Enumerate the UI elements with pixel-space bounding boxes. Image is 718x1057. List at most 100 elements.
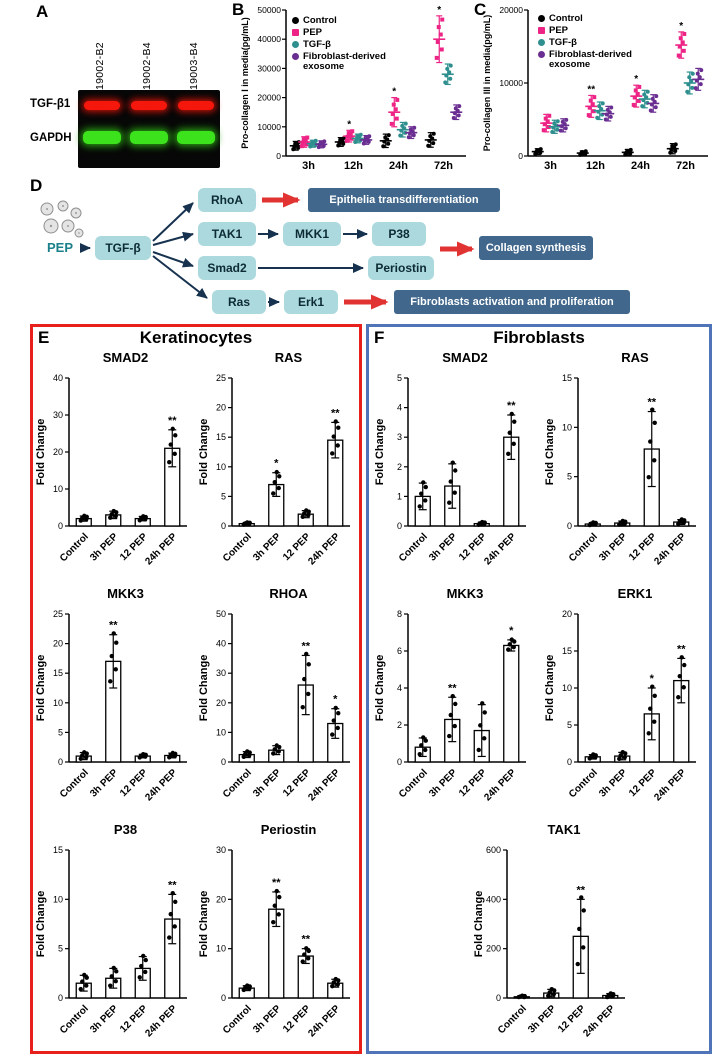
svg-text:24h PEP: 24h PEP xyxy=(143,767,179,803)
chart-row: MKK3 0 5 10 15 20 25 Fold Change Control ** 3h PE… xyxy=(33,586,359,821)
svg-text:Control: Control xyxy=(567,767,600,800)
panel-f-fibroblasts: F Fibroblasts SMAD2 0 1 2 3 4 5 Fold Change Con… xyxy=(366,324,712,1054)
svg-text:15: 15 xyxy=(562,646,572,656)
chart-title-smad2: SMAD2 xyxy=(442,350,488,365)
chart-fibroblasts-tak1: TAK1 0 200 400 600 Fold Change Control 3h PEP *… xyxy=(473,822,633,1057)
legend-item-pep: PEP xyxy=(538,25,658,36)
svg-text:**: ** xyxy=(677,643,686,655)
svg-text:5: 5 xyxy=(567,472,572,482)
svg-text:25: 25 xyxy=(52,609,62,619)
legend-item-exosome: Fibroblast-derived exosome xyxy=(538,49,658,70)
panel-d-pathway-diagram: D xyxy=(0,176,718,324)
svg-text:24h PEP: 24h PEP xyxy=(143,1003,179,1039)
svg-text:3h PEP: 3h PEP xyxy=(597,531,629,563)
svg-text:40: 40 xyxy=(52,373,62,383)
svg-text:12h: 12h xyxy=(586,160,605,172)
svg-text:20: 20 xyxy=(562,609,572,619)
svg-text:24h PEP: 24h PEP xyxy=(306,531,342,567)
node-tgf-beta: TGF-β xyxy=(95,236,151,260)
svg-text:**: ** xyxy=(301,640,310,652)
svg-text:24h PEP: 24h PEP xyxy=(652,767,688,803)
svg-text:*: * xyxy=(650,673,655,685)
svg-text:0: 0 xyxy=(57,993,62,1003)
svg-text:0: 0 xyxy=(397,521,402,531)
keratinocytes-title: Keratinocytes xyxy=(139,328,253,347)
chart-title-p38: P38 xyxy=(113,822,138,837)
svg-text:Control: Control xyxy=(397,531,430,564)
node-tak1: TAK1 xyxy=(198,222,256,246)
svg-text:*: * xyxy=(679,21,683,32)
lane-label-2: 19002-B4 xyxy=(141,42,153,90)
svg-text:Fold Change: Fold Change xyxy=(198,419,210,486)
svg-text:5: 5 xyxy=(57,727,62,737)
svg-text:10: 10 xyxy=(562,683,572,693)
svg-text:1: 1 xyxy=(397,491,402,501)
svg-text:24h: 24h xyxy=(389,160,408,172)
svg-text:**: ** xyxy=(647,397,656,409)
svg-text:Fold Change: Fold Change xyxy=(198,891,210,958)
pep-marker-icon xyxy=(538,26,545,34)
gapdh-band xyxy=(82,130,121,144)
svg-text:3h PEP: 3h PEP xyxy=(88,1003,120,1035)
panel-b-procollagen-i: B 0 10000 20000 30000 40000 50000 Pro-collagen… xyxy=(230,0,472,178)
chart-row: SMAD2 0 10 20 30 40 Fold Change Control 3h PEP 1… xyxy=(33,350,359,585)
svg-text:24h PEP: 24h PEP xyxy=(143,531,179,567)
legend-item-exosome: Fibroblast-derived exosome xyxy=(292,51,412,72)
svg-text:0: 0 xyxy=(518,151,523,161)
blot-row-label-tgfb1: TGF-β1 xyxy=(30,98,71,110)
panel-label-d: D xyxy=(30,176,43,195)
svg-text:10: 10 xyxy=(562,422,572,432)
panel-label-e: E xyxy=(38,328,50,347)
chart-keratinocytes-mkk3: MKK3 0 5 10 15 20 25 Fold Change Control ** 3h PE… xyxy=(35,586,195,821)
svg-text:Fold Change: Fold Change xyxy=(473,891,485,958)
svg-text:3h PEP: 3h PEP xyxy=(251,1003,283,1035)
legend-item-pep: PEP xyxy=(292,27,412,38)
svg-text:*: * xyxy=(274,458,279,470)
svg-text:25: 25 xyxy=(215,373,225,383)
lane-label-1: 19002-B2 xyxy=(94,42,106,90)
svg-text:10000: 10000 xyxy=(499,78,523,88)
svg-text:40000: 40000 xyxy=(257,34,281,44)
svg-text:Fold Change: Fold Change xyxy=(35,419,47,486)
tgfb1-band xyxy=(130,100,167,110)
legend-item-tgfb: TGF-β xyxy=(292,39,412,50)
svg-text:0: 0 xyxy=(276,151,281,161)
svg-text:Fold Change: Fold Change xyxy=(374,655,386,722)
chart-title-ras: RAS xyxy=(274,350,303,365)
svg-text:15: 15 xyxy=(52,845,62,855)
node-ras: Ras xyxy=(212,290,266,314)
svg-text:*: * xyxy=(333,694,338,706)
svg-text:20: 20 xyxy=(215,403,225,413)
svg-text:Control: Control xyxy=(567,531,600,564)
svg-text:15: 15 xyxy=(215,432,225,442)
fibroblasts-title: Fibroblasts xyxy=(493,328,585,347)
svg-text:72h: 72h xyxy=(676,160,695,172)
exosome-marker-icon xyxy=(292,52,299,60)
lane-label-3: 19003-B4 xyxy=(188,42,200,90)
svg-text:10000: 10000 xyxy=(257,122,281,132)
chart-row: MKK3 0 2 4 6 8 Fold Change Control ** 3h PEP 12 P… xyxy=(369,586,709,821)
chart-title-mkk3: MKK3 xyxy=(446,586,484,601)
svg-text:0: 0 xyxy=(496,993,501,1003)
legend-item-tgfb: TGF-β xyxy=(538,37,658,48)
legend-b: Control PEP TGF-β Fibroblast-derived exo… xyxy=(292,16,412,72)
svg-text:30: 30 xyxy=(215,668,225,678)
svg-text:**: ** xyxy=(448,682,457,694)
svg-text:30000: 30000 xyxy=(257,63,281,73)
chart-keratinocytes-smad2: SMAD2 0 10 20 30 40 Fold Change Control 3h PEP 1… xyxy=(35,350,195,585)
svg-text:3h PEP: 3h PEP xyxy=(427,767,459,799)
panel-label-a: A xyxy=(36,2,49,21)
svg-text:0: 0 xyxy=(567,521,572,531)
svg-text:10: 10 xyxy=(215,944,225,954)
svg-text:3h PEP: 3h PEP xyxy=(251,767,283,799)
gapdh-band-row xyxy=(78,128,220,146)
svg-text:Control: Control xyxy=(220,531,253,564)
exosome-marker-icon xyxy=(538,50,545,58)
